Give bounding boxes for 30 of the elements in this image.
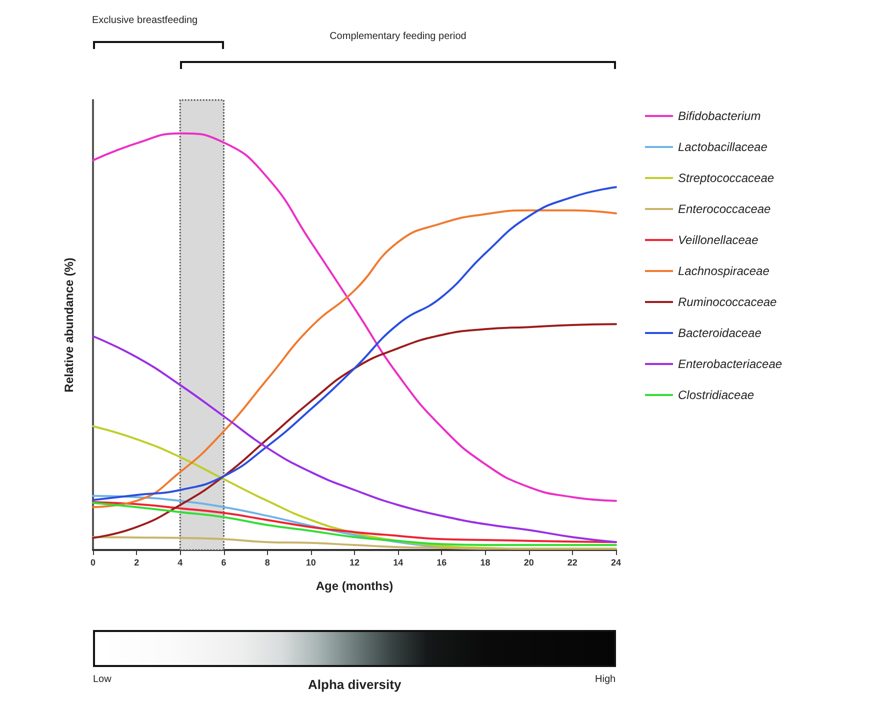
legend-label: Bacteroidaceae (678, 326, 762, 340)
x-tick-label: 0 (90, 558, 96, 568)
x-tick-label: 18 (480, 558, 490, 568)
x-tick-label: 4 (178, 558, 183, 568)
legend-label: Ruminococcaceae (678, 295, 778, 309)
text: High (595, 674, 616, 685)
x-tick-label: 6 (221, 558, 226, 568)
x-tick-label: 22 (567, 558, 578, 568)
x-tick-label: 20 (524, 558, 534, 568)
legend-label: Streptococcaceae (678, 171, 774, 185)
x-tick-label: 24 (610, 558, 622, 568)
legend-label: Enterobacteriaceae (678, 357, 782, 371)
x-tick-label: 12 (349, 558, 360, 568)
legend-label: Lactobacillaceae (678, 140, 768, 154)
x-axis-title: Age (months) (316, 579, 394, 593)
text: Exclusive breastfeeding (92, 15, 198, 26)
legend-label: Clostridiaceae (678, 388, 754, 402)
y-axis-title: Relative abundance (%) (62, 258, 76, 392)
legend-label: Lachnospiraceae (678, 264, 770, 278)
x-tick-label: 2 (134, 558, 140, 568)
x-tick-label: 8 (264, 558, 270, 568)
x-tick-label: 14 (393, 558, 404, 568)
legend-label: Bifidobacterium (678, 109, 761, 123)
text: Low (93, 674, 112, 685)
x-tick-label: 10 (306, 558, 316, 568)
legend-label: Enterococcaceae (678, 202, 772, 216)
x-tick-label: 16 (436, 558, 447, 568)
text: Alpha diversity (308, 677, 402, 692)
legend-label: Veillonellaceae (678, 233, 759, 247)
text: Complementary feeding period (330, 31, 466, 42)
